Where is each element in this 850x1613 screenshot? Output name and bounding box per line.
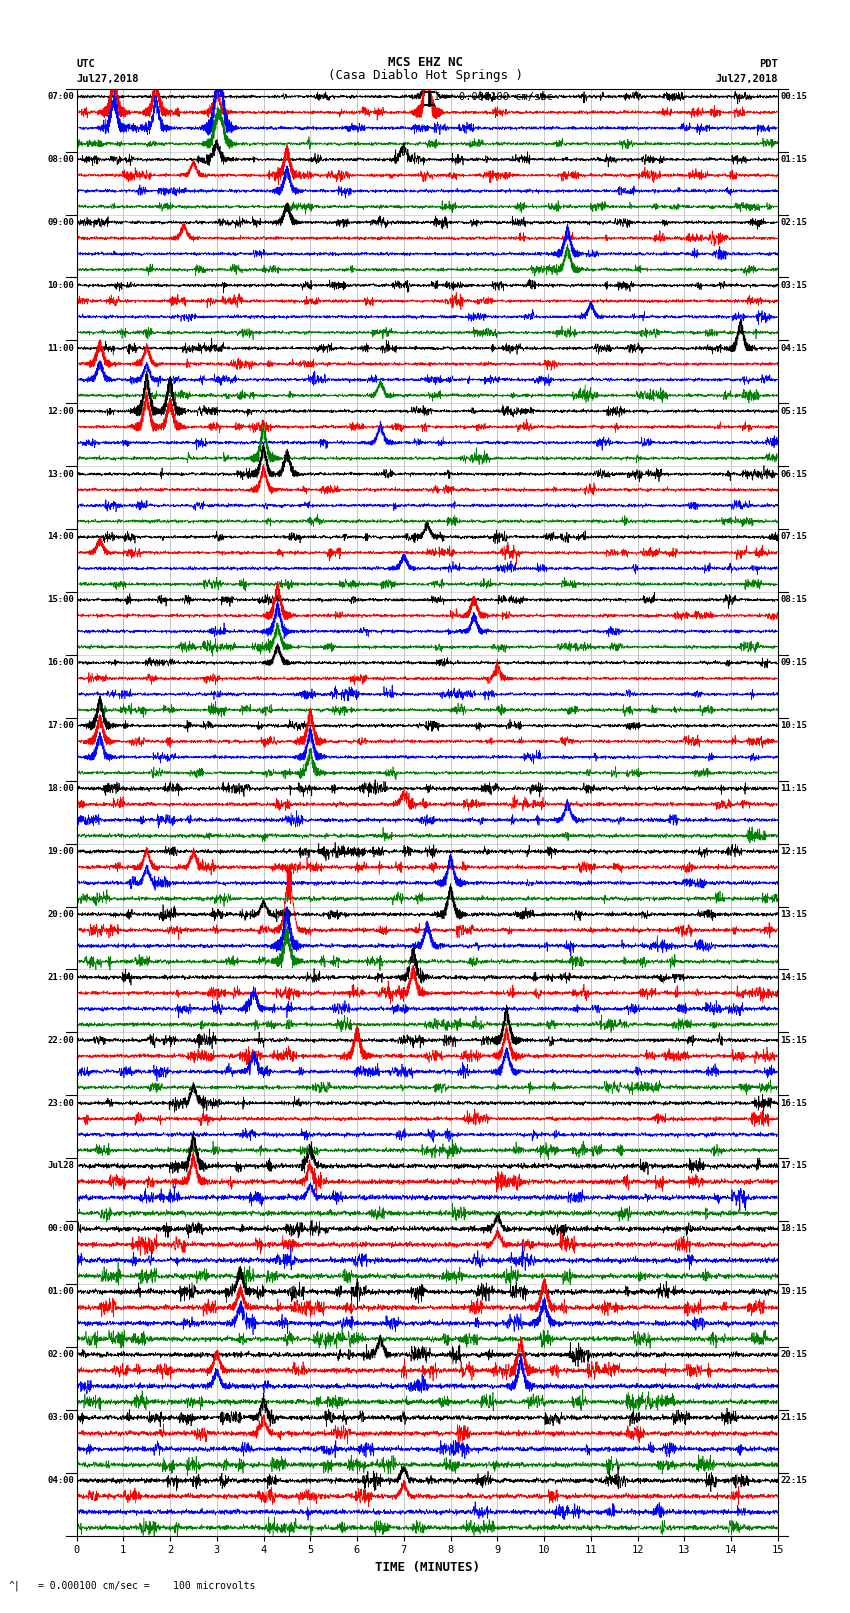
X-axis label: TIME (MINUTES): TIME (MINUTES): [375, 1561, 479, 1574]
Text: 04:15: 04:15: [780, 344, 808, 353]
Text: 10:15: 10:15: [780, 721, 808, 731]
Text: 16:15: 16:15: [780, 1098, 808, 1108]
Text: 19:00: 19:00: [47, 847, 74, 857]
Text: = 0.000100 cm/sec =    100 microvolts: = 0.000100 cm/sec = 100 microvolts: [38, 1581, 256, 1590]
Text: 03:00: 03:00: [47, 1413, 74, 1423]
Text: 07:00: 07:00: [47, 92, 74, 102]
Text: 19:15: 19:15: [780, 1287, 808, 1297]
Text: I = 0.000100 cm/sec: I = 0.000100 cm/sec: [434, 92, 552, 102]
Text: 13:00: 13:00: [47, 469, 74, 479]
Text: 18:00: 18:00: [47, 784, 74, 794]
Text: 09:00: 09:00: [47, 218, 74, 227]
Text: 05:15: 05:15: [780, 406, 808, 416]
Text: 12:15: 12:15: [780, 847, 808, 857]
Text: 00:15: 00:15: [780, 92, 808, 102]
Text: 09:15: 09:15: [780, 658, 808, 668]
Text: 14:15: 14:15: [780, 973, 808, 982]
Text: 20:15: 20:15: [780, 1350, 808, 1360]
Text: 08:00: 08:00: [47, 155, 74, 165]
Text: 22:00: 22:00: [47, 1036, 74, 1045]
Text: 15:00: 15:00: [47, 595, 74, 605]
Text: 04:00: 04:00: [47, 1476, 74, 1486]
Text: 15:15: 15:15: [780, 1036, 808, 1045]
Text: 02:00: 02:00: [47, 1350, 74, 1360]
Text: Jul27,2018: Jul27,2018: [76, 74, 139, 84]
Text: 22:15: 22:15: [780, 1476, 808, 1486]
Text: 13:15: 13:15: [780, 910, 808, 919]
Text: PDT: PDT: [759, 60, 778, 69]
Text: 20:00: 20:00: [47, 910, 74, 919]
Text: 11:15: 11:15: [780, 784, 808, 794]
Text: 16:00: 16:00: [47, 658, 74, 668]
Text: 21:00: 21:00: [47, 973, 74, 982]
Text: 01:15: 01:15: [780, 155, 808, 165]
Text: (Casa Diablo Hot Springs ): (Casa Diablo Hot Springs ): [327, 69, 523, 82]
Text: 08:15: 08:15: [780, 595, 808, 605]
Text: 11:00: 11:00: [47, 344, 74, 353]
Text: 00:00: 00:00: [47, 1224, 74, 1234]
Text: 01:00: 01:00: [47, 1287, 74, 1297]
Text: 02:15: 02:15: [780, 218, 808, 227]
Text: 21:15: 21:15: [780, 1413, 808, 1423]
Text: 03:15: 03:15: [780, 281, 808, 290]
Text: 17:15: 17:15: [780, 1161, 808, 1171]
Text: 23:00: 23:00: [47, 1098, 74, 1108]
Text: 17:00: 17:00: [47, 721, 74, 731]
Text: UTC: UTC: [76, 60, 95, 69]
Text: MCS EHZ NC: MCS EHZ NC: [388, 56, 462, 69]
Text: 06:15: 06:15: [780, 469, 808, 479]
Text: 18:15: 18:15: [780, 1224, 808, 1234]
Text: 12:00: 12:00: [47, 406, 74, 416]
Text: Jul28: Jul28: [47, 1161, 74, 1171]
Text: 07:15: 07:15: [780, 532, 808, 542]
Text: 10:00: 10:00: [47, 281, 74, 290]
Text: ^|: ^|: [8, 1581, 20, 1590]
Text: Jul27,2018: Jul27,2018: [715, 74, 778, 84]
Text: 14:00: 14:00: [47, 532, 74, 542]
